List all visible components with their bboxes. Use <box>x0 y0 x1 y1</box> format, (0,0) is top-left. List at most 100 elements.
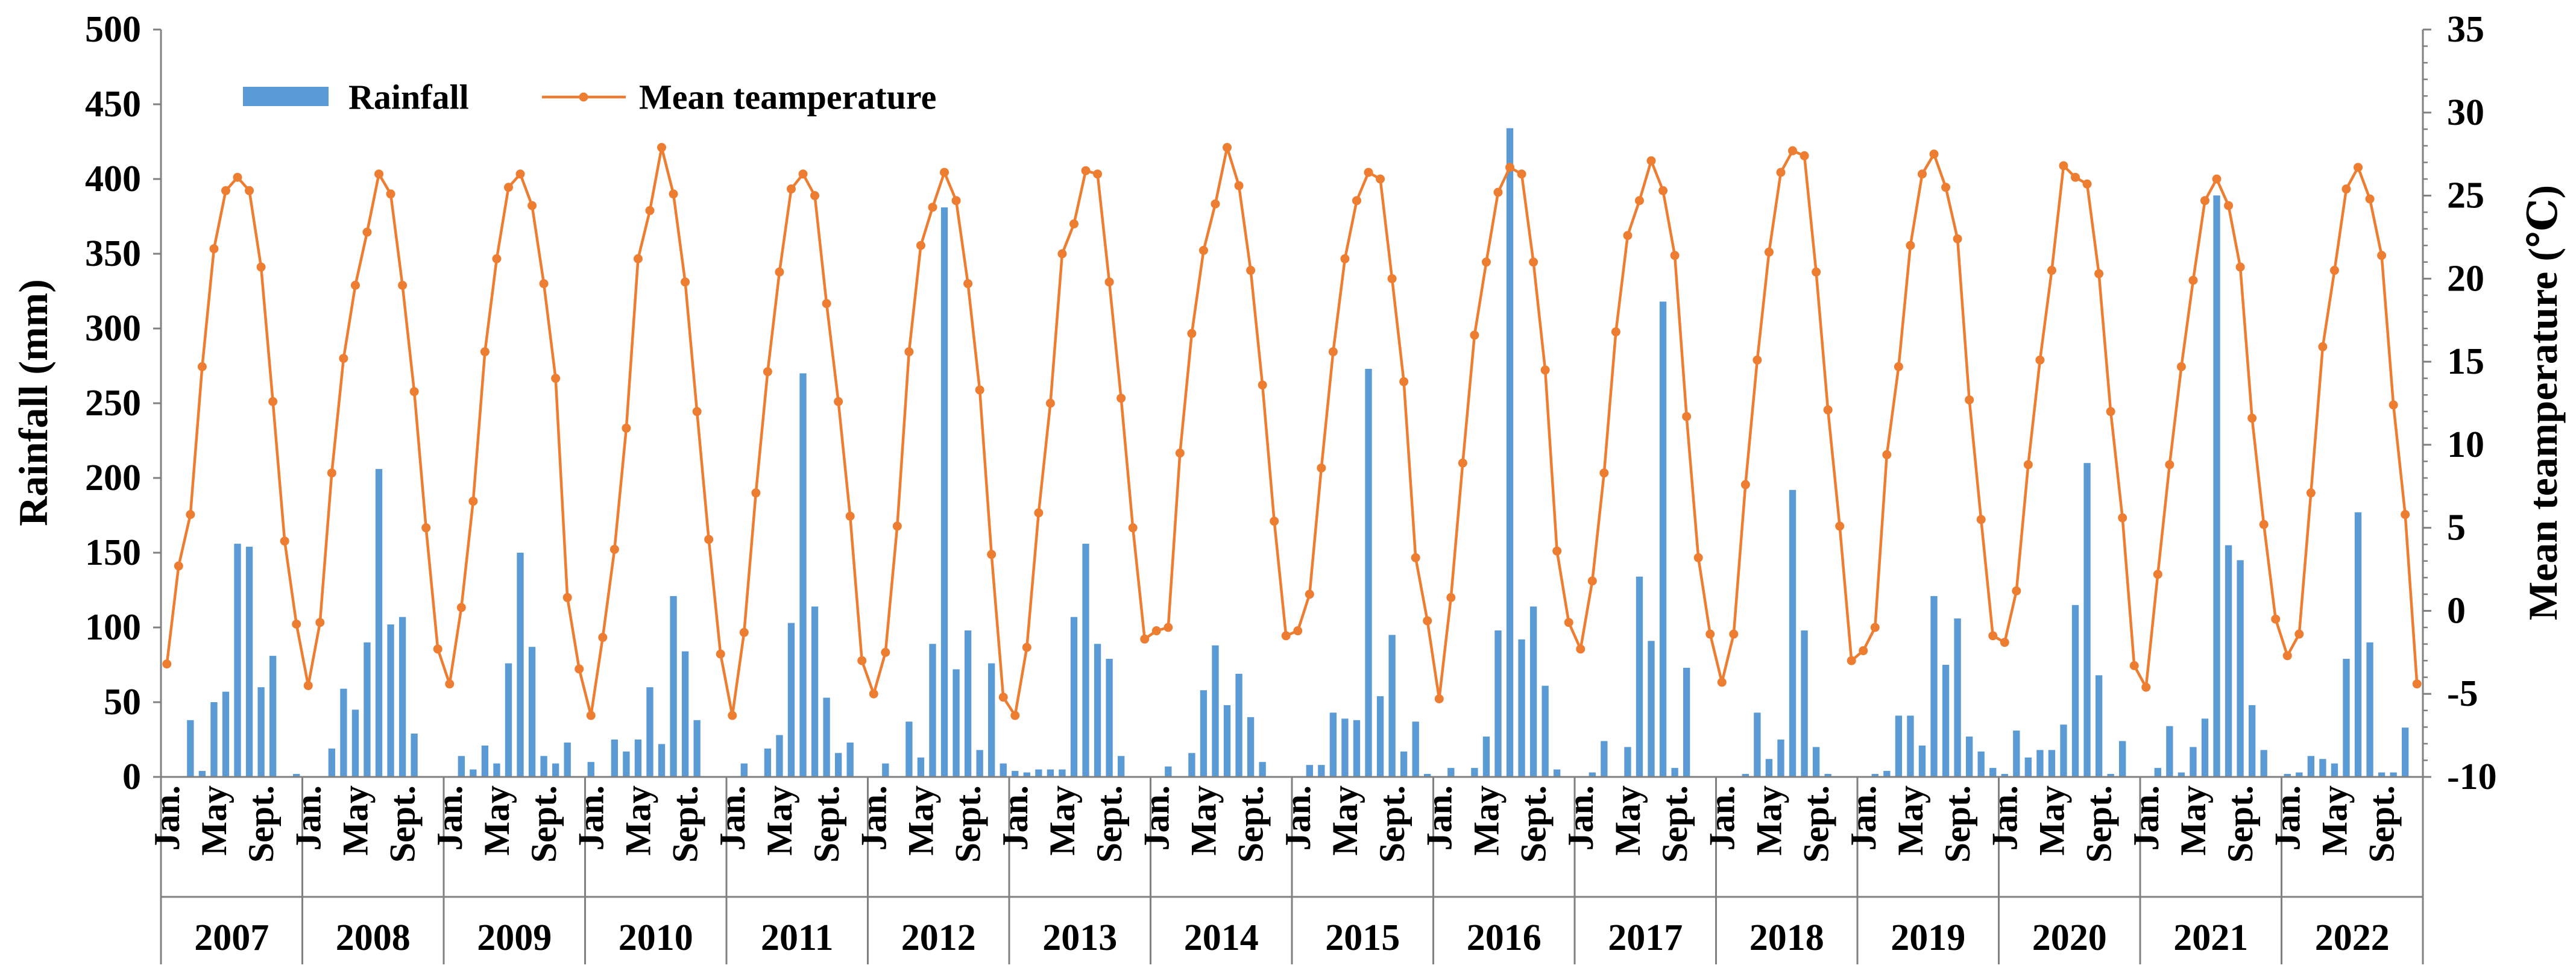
temperature-point <box>1812 267 1821 277</box>
rainfall-bar <box>328 748 336 777</box>
legend-temperature-label: Mean teamperature <box>639 78 936 117</box>
rainfall-bar <box>1671 768 1678 777</box>
month-tick-label: Jan. <box>995 785 1035 850</box>
month-tick-label: Jan. <box>2126 785 2166 850</box>
rainfall-bar <box>340 688 347 777</box>
temperature-point <box>1093 169 1103 179</box>
year-label: 2009 <box>477 917 552 958</box>
temperature-point <box>386 189 395 199</box>
rainfall-bar <box>222 691 230 777</box>
month-tick-label: May <box>1325 785 1365 856</box>
temperature-point <box>162 659 172 669</box>
temperature-point <box>327 468 336 478</box>
rainfall-bar <box>351 709 359 777</box>
temperature-point <box>539 279 549 289</box>
temperature-point <box>810 191 820 201</box>
temperature-point <box>928 203 937 212</box>
temperature-point <box>1859 646 1868 656</box>
month-tick-label: Jan. <box>2267 785 2307 850</box>
rainfall-bar <box>1907 715 1914 777</box>
year-label: 2018 <box>1749 917 1824 958</box>
temperature-point <box>645 206 655 215</box>
rainfall-bar <box>234 544 241 777</box>
temperature-point <box>1281 631 1291 641</box>
rainfall-bar <box>1353 720 1361 777</box>
rainfall-bar <box>2378 772 2385 777</box>
temperature-point <box>633 254 643 263</box>
rainfall-bar <box>940 207 948 777</box>
temperature-point <box>527 201 537 210</box>
rainfall-bar <box>1529 606 1537 777</box>
rainfall-bar <box>764 748 772 777</box>
rainfall-bar <box>976 750 983 777</box>
temperature-point <box>998 693 1008 702</box>
rainfall-bar <box>2178 772 2185 777</box>
temperature-point <box>1246 266 1256 275</box>
temperature-point <box>763 367 772 377</box>
temperature-point <box>1140 634 1150 644</box>
temperature-point <box>1788 146 1798 156</box>
temperature-point <box>1894 362 1903 371</box>
year-label: 2020 <box>2032 917 2107 958</box>
y-left-tick-label: 350 <box>85 233 141 274</box>
temperature-point <box>2129 661 2139 670</box>
rainfall-bar <box>2284 774 2291 777</box>
temperature-point <box>2188 275 2198 285</box>
month-tick-label: Sept. <box>1655 785 1695 863</box>
month-tick-label: Sept. <box>807 785 846 863</box>
temperature-point <box>2071 172 2080 182</box>
month-tick-label: Sept. <box>2362 785 2402 863</box>
temperature-point <box>2365 194 2375 204</box>
temperature-point <box>1187 328 1197 338</box>
rainfall-bar <box>1259 762 1266 777</box>
temperature-point <box>2247 413 2257 423</box>
temperature-point <box>1223 143 1232 152</box>
temperature-point <box>1529 257 1538 267</box>
rainfall-bar <box>2119 741 2126 777</box>
temperature-point <box>1505 163 1515 172</box>
month-tick-label: May <box>1608 785 1648 856</box>
rainfall-bar <box>1082 544 1089 777</box>
rainfall-bar <box>740 763 748 777</box>
rainfall-bar <box>470 769 477 777</box>
temperature-point <box>1847 656 1856 665</box>
year-label: 2013 <box>1042 917 1117 958</box>
temperature-point <box>2200 196 2209 206</box>
rainfall-bar <box>964 630 972 777</box>
rainfall-bar <box>1977 751 1985 777</box>
temperature-point <box>551 374 561 383</box>
temperature-point <box>916 240 925 250</box>
month-tick-label: Jan. <box>1702 785 1742 850</box>
rainfall-bar <box>882 763 889 777</box>
temperature-point <box>1340 254 1350 263</box>
temperature-point <box>1376 174 1385 184</box>
y-left-tick-label: 300 <box>85 308 141 349</box>
temperature-point <box>1540 365 1550 375</box>
temperature-point <box>1010 711 1020 720</box>
temperature-point <box>433 644 442 654</box>
month-tick-label: Jan. <box>1136 785 1176 850</box>
temperature-point <box>1493 187 1503 197</box>
y-right-axis-title: Mean teamperature (℃) <box>2520 185 2566 620</box>
month-tick-label: May <box>477 785 517 856</box>
temperature-point <box>362 227 372 237</box>
month-tick-label: May <box>1749 785 1789 856</box>
temperature-point <box>2023 460 2033 470</box>
temperature-point <box>904 347 914 357</box>
temperature-point <box>775 267 784 277</box>
temperature-point <box>315 618 325 627</box>
rainfall-bar <box>2366 642 2373 777</box>
rainfall-bar <box>1047 769 1054 777</box>
month-tick-label: May <box>2032 785 2071 856</box>
temperature-point <box>751 488 761 498</box>
month-tick-label: May <box>1042 785 1082 856</box>
rainfall-bar <box>681 651 689 777</box>
temperature-point <box>2118 513 2127 523</box>
temperature-point <box>1517 169 1526 179</box>
rainfall-bar <box>1989 768 1997 777</box>
temperature-point <box>598 633 608 643</box>
rainfall-bar <box>187 720 194 777</box>
temperature-point <box>704 535 714 544</box>
temperature-point <box>209 244 219 254</box>
temperature-point <box>1128 523 1138 533</box>
